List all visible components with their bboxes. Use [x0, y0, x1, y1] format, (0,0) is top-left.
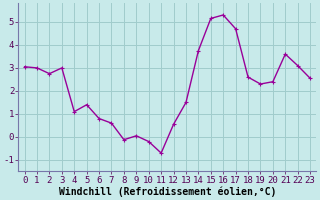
X-axis label: Windchill (Refroidissement éolien,°C): Windchill (Refroidissement éolien,°C): [59, 186, 276, 197]
